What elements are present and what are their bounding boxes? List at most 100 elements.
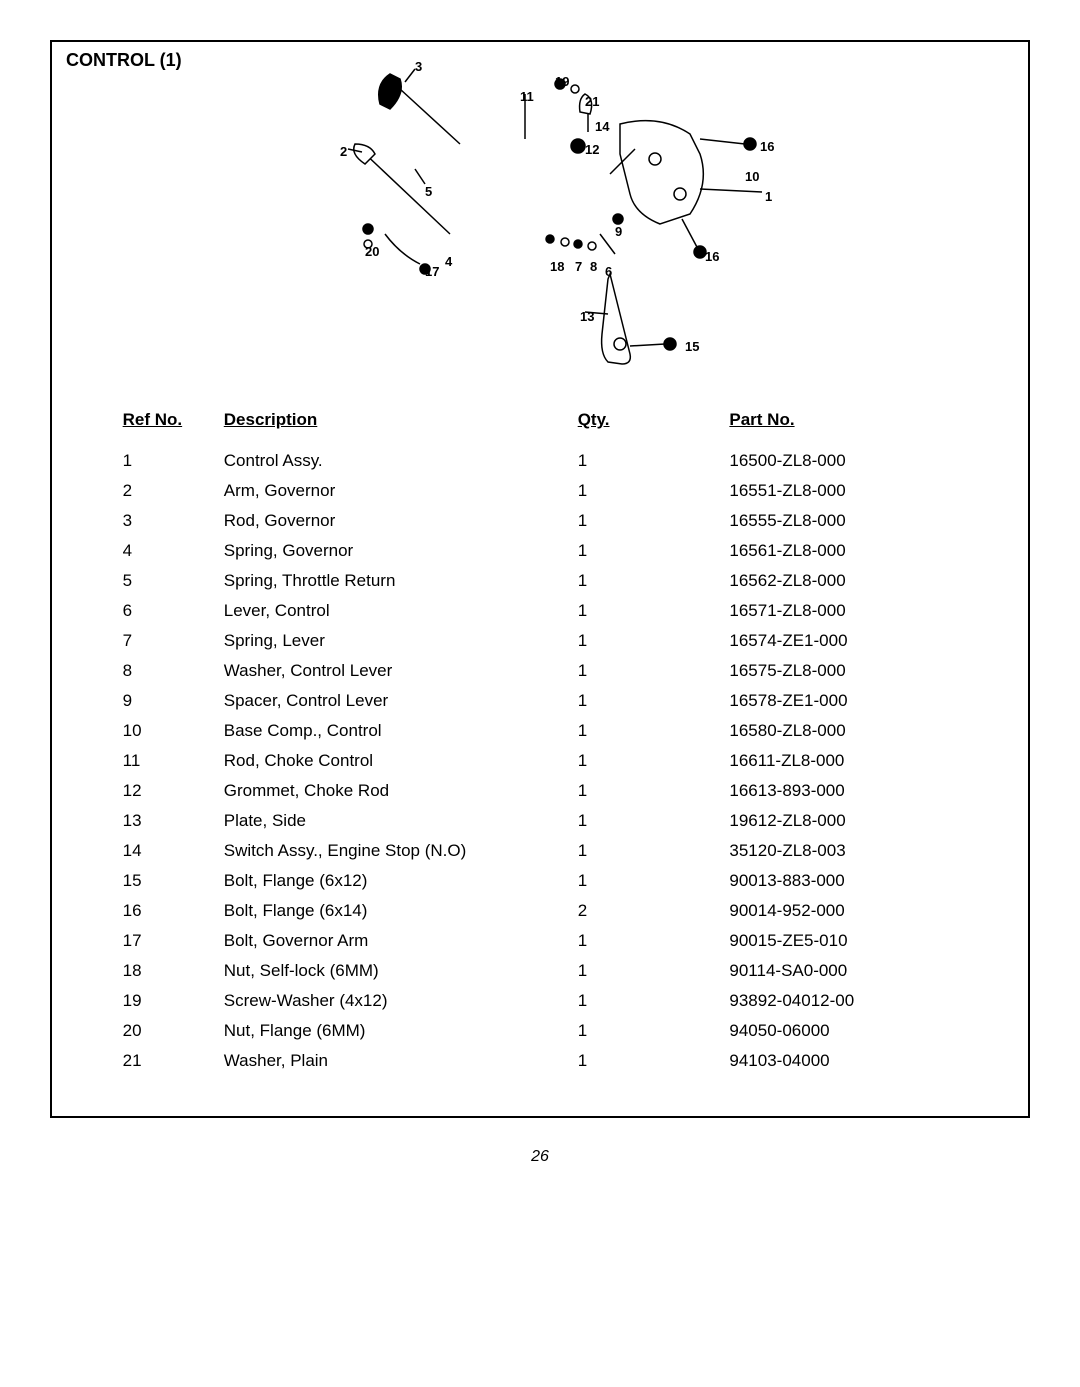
exploded-diagram: 31119211421216101920417781865161315 [190, 54, 890, 374]
table-row: 17Bolt, Governor Arm190015-ZE5-010 [119, 926, 962, 956]
cell-part: 16613-893-000 [725, 776, 961, 806]
cell-ref: 20 [119, 1016, 220, 1046]
callout-4: 4 [445, 254, 452, 269]
cell-desc: Rod, Governor [220, 506, 574, 536]
cell-part: 16580-ZL8-000 [725, 716, 961, 746]
page-number: 26 [50, 1148, 1030, 1166]
cell-ref: 10 [119, 716, 220, 746]
cell-qty: 1 [574, 1046, 726, 1076]
cell-qty: 1 [574, 506, 726, 536]
table-row: 20Nut, Flange (6MM)194050-06000 [119, 1016, 962, 1046]
cell-desc: Bolt, Governor Arm [220, 926, 574, 956]
cell-part: 94050-06000 [725, 1016, 961, 1046]
cell-desc: Nut, Flange (6MM) [220, 1016, 574, 1046]
parts-body: 1Control Assy.116500-ZL8-0002Arm, Govern… [119, 446, 962, 1076]
cell-ref: 14 [119, 836, 220, 866]
callout-16: 16 [760, 139, 774, 154]
cell-ref: 7 [119, 626, 220, 656]
table-row: 11Rod, Choke Control116611-ZL8-000 [119, 746, 962, 776]
cell-part: 16571-ZL8-000 [725, 596, 961, 626]
cell-ref: 1 [119, 446, 220, 476]
cell-ref: 3 [119, 506, 220, 536]
callout-16: 16 [705, 249, 719, 264]
table-row: 14Switch Assy., Engine Stop (N.O)135120-… [119, 836, 962, 866]
cell-part: 16555-ZL8-000 [725, 506, 961, 536]
cell-part: 93892-04012-00 [725, 986, 961, 1016]
cell-ref: 2 [119, 476, 220, 506]
callout-15: 15 [685, 339, 699, 354]
cell-ref: 18 [119, 956, 220, 986]
section-title: CONTROL (1) [66, 50, 182, 71]
cell-part: 90014-952-000 [725, 896, 961, 926]
cell-qty: 1 [574, 626, 726, 656]
cell-part: 16578-ZE1-000 [725, 686, 961, 716]
cell-qty: 1 [574, 566, 726, 596]
parts-frame: CONTROL (1) [50, 40, 1030, 1118]
callout-18: 18 [550, 259, 564, 274]
cell-qty: 1 [574, 596, 726, 626]
table-row: 2Arm, Governor116551-ZL8-000 [119, 476, 962, 506]
callout-7: 7 [575, 259, 582, 274]
parts-table: Ref No. Description Qty. Part No. 1Contr… [119, 404, 962, 1076]
callout-17: 17 [425, 264, 439, 279]
cell-desc: Bolt, Flange (6x12) [220, 866, 574, 896]
callout-8: 8 [590, 259, 597, 274]
table-row: 15Bolt, Flange (6x12)190013-883-000 [119, 866, 962, 896]
cell-ref: 17 [119, 926, 220, 956]
table-row: 9Spacer, Control Lever116578-ZE1-000 [119, 686, 962, 716]
callout-19: 19 [555, 74, 569, 89]
callout-21: 21 [585, 94, 599, 109]
cell-desc: Screw-Washer (4x12) [220, 986, 574, 1016]
cell-desc: Control Assy. [220, 446, 574, 476]
cell-qty: 1 [574, 476, 726, 506]
cell-qty: 1 [574, 866, 726, 896]
cell-part: 90114-SA0-000 [725, 956, 961, 986]
cell-desc: Lever, Control [220, 596, 574, 626]
callout-14: 14 [595, 119, 609, 134]
cell-qty: 1 [574, 746, 726, 776]
cell-part: 94103-04000 [725, 1046, 961, 1076]
callout-10: 10 [745, 169, 759, 184]
cell-desc: Plate, Side [220, 806, 574, 836]
table-row: 7Spring, Lever116574-ZE1-000 [119, 626, 962, 656]
cell-desc: Spring, Throttle Return [220, 566, 574, 596]
cell-ref: 15 [119, 866, 220, 896]
table-header-row: Ref No. Description Qty. Part No. [119, 404, 962, 446]
cell-ref: 19 [119, 986, 220, 1016]
cell-desc: Base Comp., Control [220, 716, 574, 746]
cell-qty: 1 [574, 836, 726, 866]
cell-qty: 1 [574, 1016, 726, 1046]
cell-desc: Washer, Plain [220, 1046, 574, 1076]
cell-ref: 4 [119, 536, 220, 566]
header-qty: Qty. [574, 404, 726, 446]
table-row: 12Grommet, Choke Rod116613-893-000 [119, 776, 962, 806]
cell-ref: 16 [119, 896, 220, 926]
cell-part: 90015-ZE5-010 [725, 926, 961, 956]
callout-13: 13 [580, 309, 594, 324]
callout-11: 11 [520, 89, 534, 104]
callout-6: 6 [605, 264, 612, 279]
header-ref: Ref No. [119, 404, 220, 446]
cell-qty: 1 [574, 986, 726, 1016]
cell-qty: 1 [574, 656, 726, 686]
cell-desc: Grommet, Choke Rod [220, 776, 574, 806]
cell-ref: 11 [119, 746, 220, 776]
cell-ref: 5 [119, 566, 220, 596]
cell-qty: 1 [574, 806, 726, 836]
cell-desc: Bolt, Flange (6x14) [220, 896, 574, 926]
callout-12: 12 [585, 142, 599, 157]
cell-part: 16562-ZL8-000 [725, 566, 961, 596]
cell-desc: Arm, Governor [220, 476, 574, 506]
cell-part: 19612-ZL8-000 [725, 806, 961, 836]
header-desc: Description [220, 404, 574, 446]
callout-1: 1 [765, 189, 772, 204]
cell-qty: 1 [574, 926, 726, 956]
callout-9: 9 [615, 224, 622, 239]
callout-5: 5 [425, 184, 432, 199]
cell-part: 16575-ZL8-000 [725, 656, 961, 686]
table-row: 19Screw-Washer (4x12)193892-04012-00 [119, 986, 962, 1016]
cell-ref: 12 [119, 776, 220, 806]
table-row: 3Rod, Governor116555-ZL8-000 [119, 506, 962, 536]
cell-qty: 1 [574, 686, 726, 716]
cell-qty: 1 [574, 776, 726, 806]
